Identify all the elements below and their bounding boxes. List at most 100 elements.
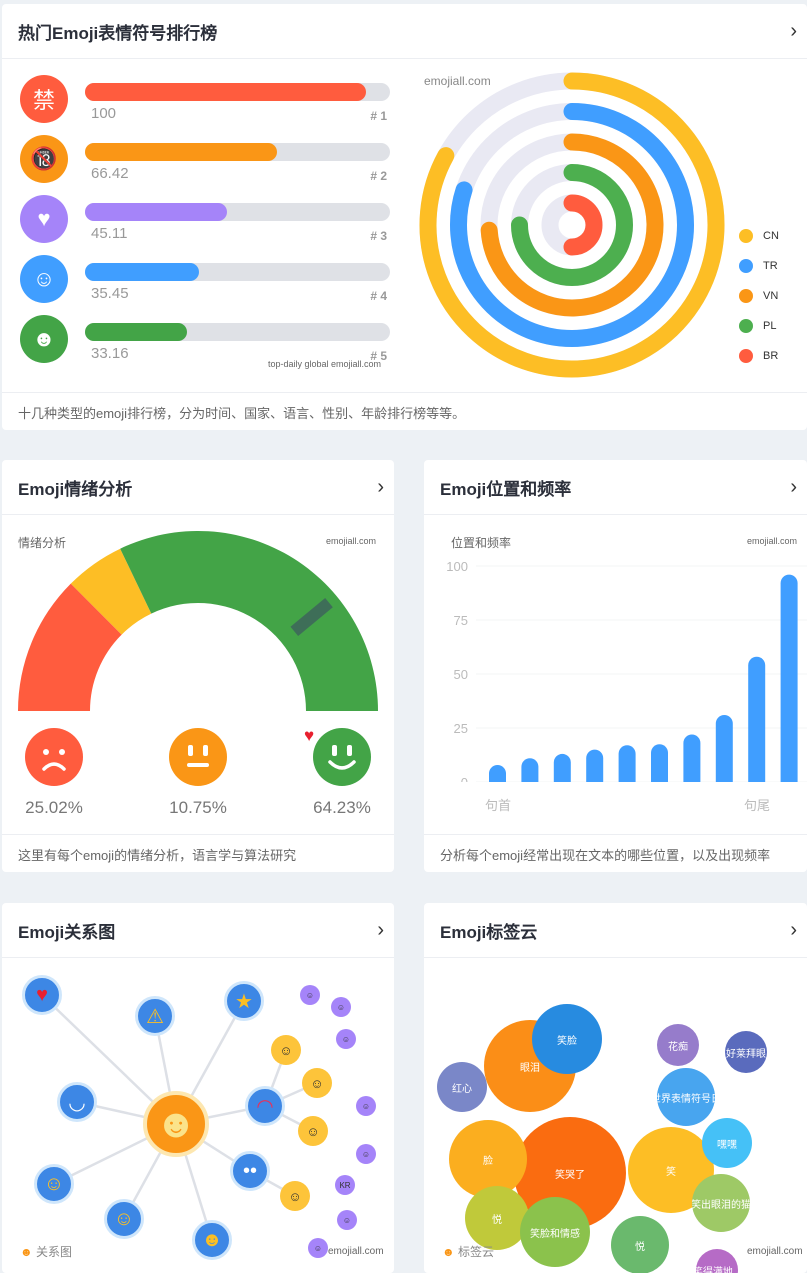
- haircut-icon[interactable]: ☺: [336, 1029, 356, 1049]
- x-tick-label: 句尾: [744, 798, 770, 813]
- legend-item[interactable]: BR: [739, 349, 778, 363]
- chart-title: 位置和频率: [451, 536, 512, 550]
- legend-dot: [739, 229, 753, 243]
- negative-percent: 25.02%: [25, 798, 83, 817]
- lipstick-icon[interactable]: ☺: [271, 1035, 301, 1065]
- gauge-segment-positive: [120, 531, 378, 711]
- rank-bar: [85, 143, 390, 161]
- legend-item[interactable]: PL: [739, 319, 776, 333]
- rank-item[interactable]: ☻ 33.16 # 5: [18, 315, 393, 375]
- eyes-icon[interactable]: ••: [230, 1151, 270, 1191]
- rank-bar: [85, 263, 390, 281]
- mouth-icon[interactable]: ◠: [245, 1086, 285, 1126]
- happy-face-icon: [313, 728, 371, 786]
- rank-item[interactable]: 🔞 66.42 # 2: [18, 135, 393, 195]
- rank-item[interactable]: ♥ 45.11 # 3: [18, 195, 393, 255]
- tag-bubble[interactable]: 嘿嘿: [702, 1118, 752, 1168]
- ranking-card: 热门Emoji表情符号排行榜 › 禁 100 # 1 🔞 66.42 # 2 ♥ 45…: [2, 4, 807, 430]
- legend-item[interactable]: TR: [739, 259, 778, 273]
- beach-icon[interactable]: ☺: [337, 1210, 357, 1230]
- y-tick-label: 25: [454, 721, 468, 736]
- tag-bubble[interactable]: 笑得满地...: [696, 1249, 738, 1273]
- bar[interactable]: [618, 745, 636, 790]
- rank-value: 33.16: [91, 345, 129, 362]
- joy-icon: ☻: [20, 1245, 33, 1259]
- rank-number: # 2: [370, 169, 387, 183]
- chevron-right-icon[interactable]: ›: [790, 19, 797, 42]
- heart-icon[interactable]: ♥: [22, 975, 62, 1015]
- pink-heart-icon: ♥: [20, 195, 68, 243]
- rank-number: # 4: [370, 289, 387, 303]
- legend-item[interactable]: VN: [739, 289, 778, 303]
- pleading-face-icon: ☺: [20, 255, 68, 303]
- star-struck-icon[interactable]: ★: [224, 981, 264, 1021]
- no-one-under-18-icon: 🔞: [20, 135, 68, 183]
- face-blowing-kiss-icon[interactable]: ☺: [356, 1096, 376, 1116]
- joy-face-icon[interactable]: ☻: [143, 1091, 209, 1157]
- hand-icon[interactable]: ☺: [300, 985, 320, 1005]
- rank-bar: [85, 203, 390, 221]
- bar[interactable]: [748, 656, 766, 790]
- bar[interactable]: [586, 749, 604, 790]
- chevron-right-icon[interactable]: ›: [377, 475, 384, 498]
- legend-item[interactable]: CN: [739, 229, 779, 243]
- prohibited-ideograph-icon: 禁: [20, 75, 68, 123]
- tag-bubble[interactable]: 笑脸和情感: [520, 1197, 590, 1267]
- rank-item[interactable]: 禁 100 # 1: [18, 75, 393, 135]
- sentiment-gauge: [18, 531, 378, 711]
- rank-number: # 1: [370, 109, 387, 123]
- bar[interactable]: [553, 753, 571, 790]
- bar[interactable]: [651, 744, 668, 790]
- rank-value: 66.42: [91, 165, 129, 182]
- rank-bar: [85, 323, 390, 341]
- sun-icon[interactable]: ☺: [308, 1238, 328, 1258]
- rank-bar-fill: [85, 143, 278, 161]
- chevron-right-icon[interactable]: ›: [377, 918, 384, 941]
- sad-face-icon: [25, 728, 83, 786]
- positive-percent: 64.23%: [313, 798, 371, 817]
- chevron-right-icon[interactable]: ›: [790, 475, 797, 498]
- kiss-mark-icon[interactable]: ☺: [302, 1068, 332, 1098]
- hushed-face-icon[interactable]: ☺: [356, 1144, 376, 1164]
- rank-bar: [85, 83, 390, 101]
- legend-dot: [739, 319, 753, 333]
- tag-bubble[interactable]: 世界表情符号日: [657, 1068, 715, 1126]
- tag-bubble[interactable]: 脸: [449, 1120, 527, 1198]
- radial-bar-TR: [450, 103, 694, 347]
- rank-bar-fill: [85, 203, 227, 221]
- tag-bubble[interactable]: 笑脸: [532, 1004, 602, 1074]
- kissing-face-icon[interactable]: ☺: [298, 1116, 328, 1146]
- y-tick-label: 75: [454, 613, 468, 628]
- tooth-icon[interactable]: ◡: [57, 1082, 97, 1122]
- person-icon[interactable]: ☺: [331, 997, 351, 1017]
- sentiment-card: Emoji情绪分析 › 情绪分析 emojiall.com ♥ 25.02% 10…: [2, 460, 394, 872]
- rank-item[interactable]: ☺ 35.45 # 4: [18, 255, 393, 315]
- bar[interactable]: [780, 574, 798, 790]
- chevron-right-icon[interactable]: ›: [790, 918, 797, 941]
- tag-bubble[interactable]: 好莱拜眼: [725, 1031, 767, 1073]
- card-title: Emoji位置和频率: [440, 479, 572, 499]
- gauge-segment-neutral: [70, 548, 152, 635]
- grinning-face-icon[interactable]: ☺: [34, 1164, 74, 1204]
- heart-icon: ♥: [304, 726, 315, 745]
- bar[interactable]: [715, 715, 733, 790]
- watermark: emojiall.com: [747, 1246, 803, 1257]
- relation-graph: [41, 994, 318, 1241]
- legend-dot: [739, 289, 753, 303]
- tag-bubble[interactable]: 笑出眼泪的猫: [692, 1174, 750, 1232]
- sunglasses-icon[interactable]: ☺: [280, 1181, 310, 1211]
- card-footer: 这里有每个emoji的情绪分析，语言学与算法研究: [2, 834, 394, 872]
- position-card: Emoji位置和频率› 位置和频率 emojiall.com 025507510…: [424, 460, 807, 872]
- tag-bubble[interactable]: 红心: [437, 1062, 487, 1112]
- rolling-laughing-icon[interactable]: ☺: [104, 1199, 144, 1239]
- bar[interactable]: [683, 734, 701, 790]
- tag-bubble[interactable]: 悦: [611, 1216, 669, 1273]
- tag-bubble[interactable]: 悦: [465, 1186, 529, 1250]
- gauge-segment-negative: [18, 583, 122, 711]
- cat-joy-icon[interactable]: ☻: [192, 1220, 232, 1260]
- tag-bubble[interactable]: 花痴: [657, 1024, 699, 1066]
- kr-flag-icon[interactable]: KR: [335, 1175, 355, 1195]
- legend-label: TR: [763, 260, 778, 272]
- warning-icon[interactable]: ⚠: [135, 996, 175, 1036]
- rank-bar-fill: [85, 83, 366, 101]
